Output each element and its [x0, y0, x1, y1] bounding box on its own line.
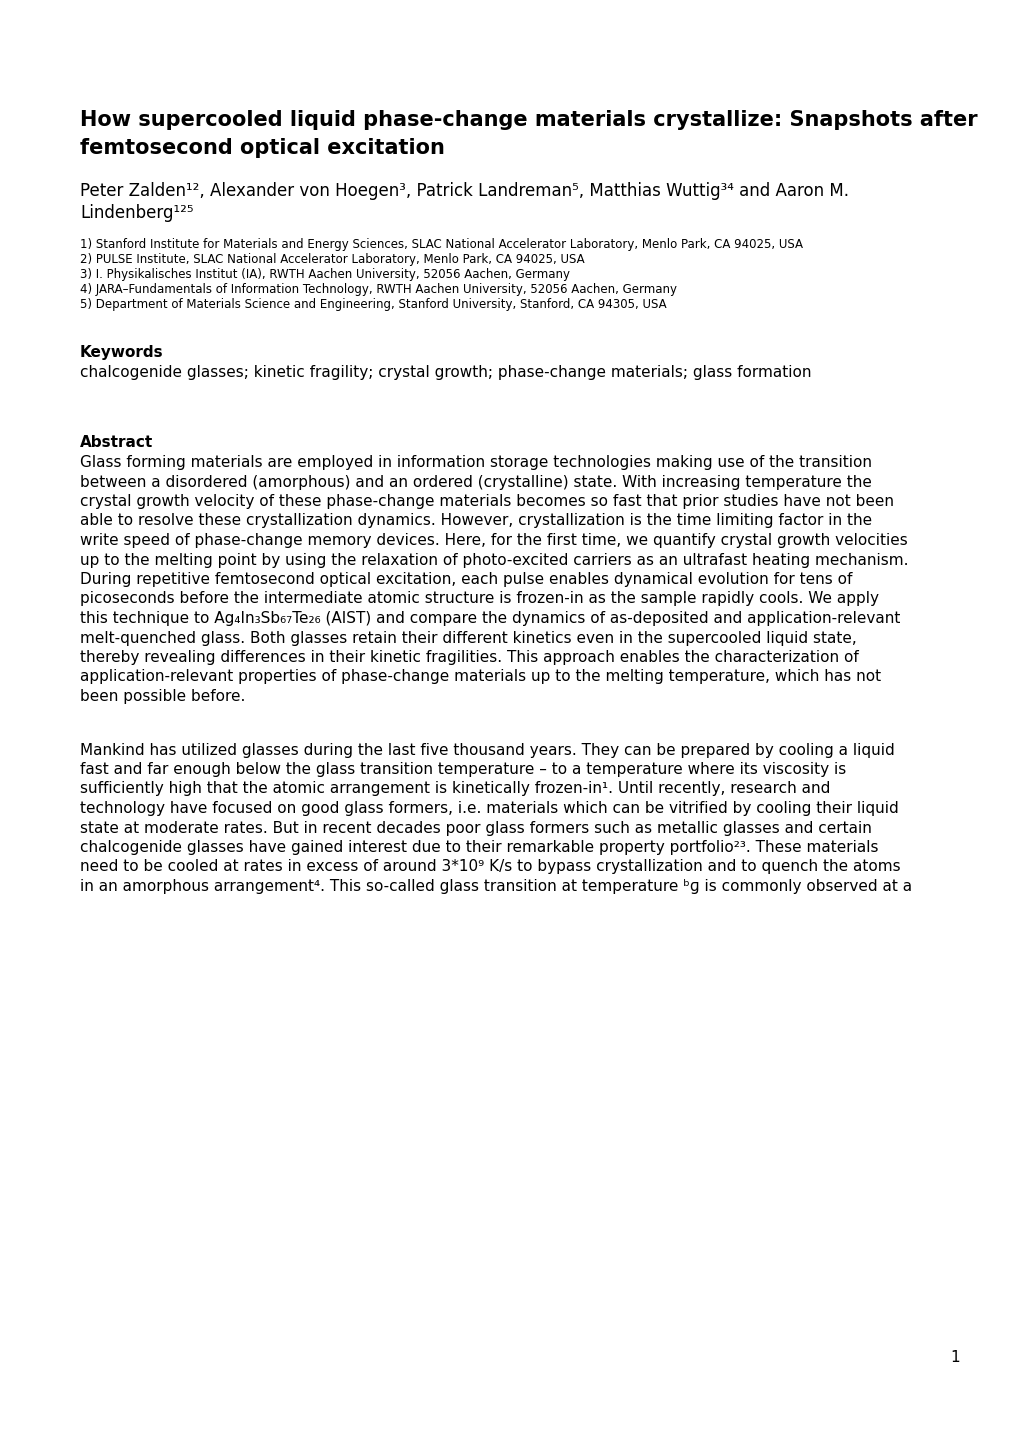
Text: 3) I. Physikalisches Institut (IA), RWTH Aachen University, 52056 Aachen, German: 3) I. Physikalisches Institut (IA), RWTH… [79, 268, 570, 281]
Text: During repetitive femtosecond optical excitation, each pulse enables dynamical e: During repetitive femtosecond optical ex… [79, 572, 852, 587]
Text: Peter Zalden¹², Alexander von Hoegen³, Patrick Landreman⁵, Matthias Wuttig³⁴ and: Peter Zalden¹², Alexander von Hoegen³, P… [79, 182, 848, 200]
Text: chalcogenide glasses; kinetic fragility; crystal growth; phase-change materials;: chalcogenide glasses; kinetic fragility;… [79, 365, 811, 381]
Text: picoseconds before the intermediate atomic structure is frozen-in as the sample : picoseconds before the intermediate atom… [79, 591, 878, 607]
Text: femtosecond optical excitation: femtosecond optical excitation [79, 138, 444, 159]
Text: Lindenberg¹²⁵: Lindenberg¹²⁵ [79, 203, 194, 222]
Text: technology have focused on good glass formers, i.e. materials which can be vitri: technology have focused on good glass fo… [79, 800, 898, 816]
Text: crystal growth velocity of these phase-change materials becomes so fast that pri: crystal growth velocity of these phase-c… [79, 495, 893, 509]
Text: 1: 1 [950, 1350, 959, 1366]
Text: sufficiently high that the atomic arrangement is kinetically frozen-in¹. Until r: sufficiently high that the atomic arrang… [79, 782, 829, 796]
Text: 4) JARA–Fundamentals of Information Technology, RWTH Aachen University, 52056 Aa: 4) JARA–Fundamentals of Information Tech… [79, 283, 677, 296]
Text: fast and far enough below the glass transition temperature – to a temperature wh: fast and far enough below the glass tran… [79, 761, 846, 777]
Text: 1) Stanford Institute for Materials and Energy Sciences, SLAC National Accelerat: 1) Stanford Institute for Materials and … [79, 238, 802, 251]
Text: been possible before.: been possible before. [79, 689, 246, 704]
Text: between a disordered (amorphous) and an ordered (crystalline) state. With increa: between a disordered (amorphous) and an … [79, 474, 871, 489]
Text: 2) PULSE Institute, SLAC National Accelerator Laboratory, Menlo Park, CA 94025, : 2) PULSE Institute, SLAC National Accele… [79, 252, 584, 265]
Text: application-relevant properties of phase-change materials up to the melting temp: application-relevant properties of phase… [79, 669, 880, 685]
Text: in an amorphous arrangement⁴. This so-called glass transition at temperature ᵇɡ : in an amorphous arrangement⁴. This so-ca… [79, 880, 911, 894]
Text: state at moderate rates. But in recent decades poor glass formers such as metall: state at moderate rates. But in recent d… [79, 820, 871, 835]
Text: melt-quenched glass. Both glasses retain their different kinetics even in the su: melt-quenched glass. Both glasses retain… [79, 630, 856, 646]
Text: need to be cooled at rates in excess of around 3*10⁹ K/s to bypass crystallizati: need to be cooled at rates in excess of … [79, 859, 900, 874]
Text: Glass forming materials are employed in information storage technologies making : Glass forming materials are employed in … [79, 456, 871, 470]
Text: How supercooled liquid phase-change materials crystallize: Snapshots after: How supercooled liquid phase-change mate… [79, 110, 976, 130]
Text: write speed of phase-change memory devices. Here, for the first time, we quantif: write speed of phase-change memory devic… [79, 534, 907, 548]
Text: Abstract: Abstract [79, 435, 153, 450]
Text: Mankind has utilized glasses during the last five thousand years. They can be pr: Mankind has utilized glasses during the … [79, 743, 894, 757]
Text: 5) Department of Materials Science and Engineering, Stanford University, Stanfor: 5) Department of Materials Science and E… [79, 298, 666, 311]
Text: Keywords: Keywords [79, 345, 163, 360]
Text: this technique to Ag₄In₃Sb₆₇Te₂₆ (AIST) and compare the dynamics of as-deposited: this technique to Ag₄In₃Sb₆₇Te₂₆ (AIST) … [79, 611, 900, 626]
Text: able to resolve these crystallization dynamics. However, crystallization is the : able to resolve these crystallization dy… [79, 513, 871, 529]
Text: thereby revealing differences in their kinetic fragilities. This approach enable: thereby revealing differences in their k… [79, 650, 858, 665]
Text: up to the melting point by using the relaxation of photo-excited carriers as an : up to the melting point by using the rel… [79, 552, 908, 568]
Text: chalcogenide glasses have gained interest due to their remarkable property portf: chalcogenide glasses have gained interes… [79, 841, 877, 855]
